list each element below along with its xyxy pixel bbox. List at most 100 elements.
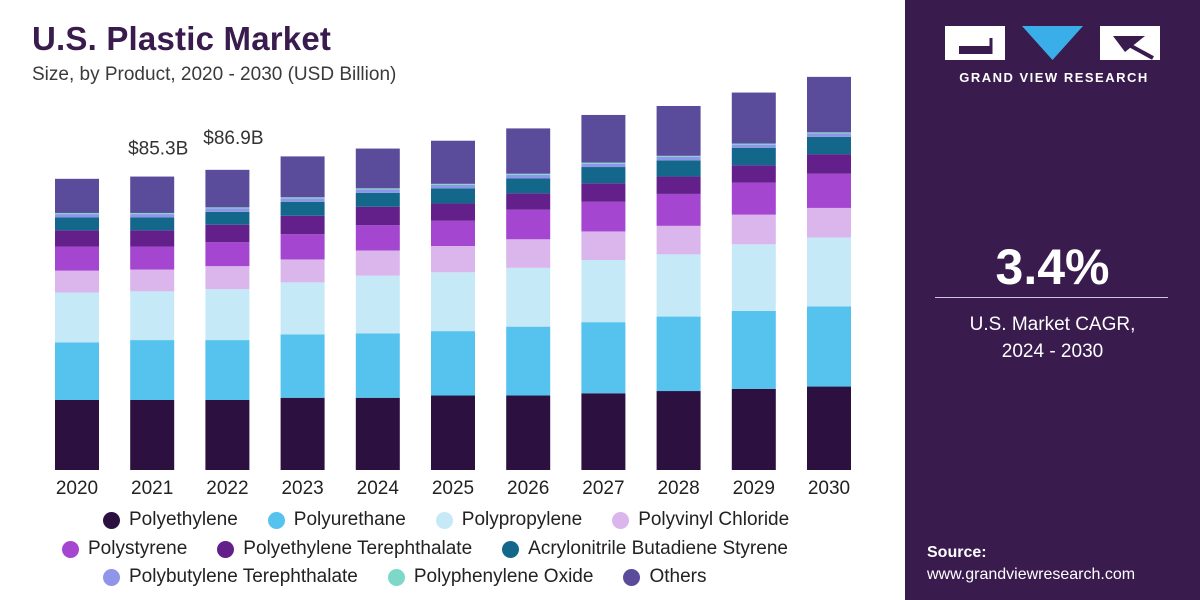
bar-segment-polystyrene	[581, 201, 626, 232]
bar-segment-polyethylene	[506, 395, 551, 470]
x-tick-label: 2023	[281, 478, 323, 499]
legend-label: Acrylonitrile Butadiene Styrene	[528, 538, 788, 559]
legend-label: Polyurethane	[293, 509, 406, 530]
x-tick-label: 2021	[131, 478, 173, 499]
divider	[935, 297, 1168, 298]
legend-item: Polybutylene Terephthalate	[103, 566, 358, 588]
legend-swatch	[103, 511, 120, 529]
bar-segment-polyethylene-terephthalate	[431, 203, 475, 221]
legend-swatch	[217, 540, 235, 558]
bar-segment-polypropylene	[506, 267, 551, 327]
bar-segment-polystyrene	[431, 220, 475, 246]
stacked-bar-chart: 2020 2021 2022 2023 2024 2025 2026 2027 2028 2029…	[55, 76, 851, 499]
bar-segment-polyphenylene-oxide	[55, 212, 99, 215]
bar-segment-polybutylene-terephthalate	[130, 214, 175, 218]
bar-segment-polyvinyl-chloride	[431, 246, 475, 273]
legend-label: Polypropylene	[461, 509, 583, 530]
bar-segment-acrylonitrile-butadiene-styrene	[656, 160, 701, 177]
bar-segment-polyurethane	[656, 316, 701, 392]
bar-segment-polyurethane	[55, 342, 99, 400]
legend-item: Acrylonitrile Butadiene Styrene	[502, 538, 788, 560]
cagr-label-line1: U.S. Market CAGR,	[969, 314, 1136, 335]
bar-segment-polyurethane	[807, 306, 851, 387]
bar-segment-polystyrene	[731, 182, 776, 215]
bar-segment-polystyrene	[130, 246, 175, 270]
bar-segment-acrylonitrile-butadiene-styrene	[355, 192, 400, 207]
bar-segment-polyethylene-terephthalate	[581, 183, 626, 202]
bar-segment-polybutylene-terephthalate	[656, 156, 701, 161]
chart-panel: U.S. Plastic Market Size, by Product, 20…	[32, 20, 851, 588]
bar-segment-acrylonitrile-butadiene-styrene	[431, 188, 475, 204]
bar-segment-polyvinyl-chloride	[205, 266, 250, 290]
bar-segment-polyethylene-terephthalate	[205, 224, 250, 243]
bar-segment-polystyrene	[280, 234, 325, 260]
bar-segment-others	[431, 140, 475, 184]
bar-segment-polyethylene	[355, 397, 400, 470]
bar-segment-polybutylene-terephthalate	[506, 174, 551, 179]
bar-segment-polystyrene	[355, 225, 400, 251]
source-link[interactable]: www.grandviewresearch.com	[927, 566, 1136, 583]
bar-segment-polyurethane	[506, 326, 551, 396]
bar-segment-polyvinyl-chloride	[355, 250, 400, 276]
legend-item: Polystyrene	[62, 538, 187, 560]
bar-segment-others	[280, 156, 325, 198]
bar-segment-polyethylene-terephthalate	[807, 154, 851, 174]
chart-title: U.S. Plastic Market	[32, 20, 332, 57]
bar-segment-acrylonitrile-butadiene-styrene	[506, 178, 551, 194]
cagr-value: 3.4%	[995, 239, 1110, 295]
bar-segment-polyphenylene-oxide	[506, 173, 551, 175]
bar-segment-polyethylene-terephthalate	[55, 230, 99, 247]
x-tick-label: 2030	[808, 478, 850, 499]
legend-swatch	[435, 511, 453, 529]
legend-label: Polybutylene Terephthalate	[129, 566, 358, 587]
legend-item: Polypropylene	[435, 509, 583, 531]
bar-segment-polyethylene	[431, 395, 475, 470]
bar-segment-polyphenylene-oxide	[731, 143, 776, 145]
bar-segment-polypropylene	[205, 289, 250, 341]
x-tick-label: 2020	[56, 478, 98, 499]
cagr-label: U.S. Market CAGR, 2024 - 2030	[905, 311, 1200, 365]
bar-segment-polystyrene	[506, 209, 551, 240]
bar-segment-polyphenylene-oxide	[280, 197, 325, 199]
bar-segment-polyethylene	[731, 388, 776, 470]
legend-swatch	[387, 568, 405, 586]
x-tick-label: 2027	[582, 478, 624, 499]
bar-segment-polypropylene	[280, 282, 325, 335]
legend-swatch	[623, 568, 641, 586]
bar-segment-polyurethane	[280, 334, 325, 398]
bar-segment-polyurethane	[205, 340, 250, 400]
bar-segment-polybutylene-terephthalate	[355, 189, 400, 193]
bar-segment-polyethylene	[205, 400, 250, 470]
legend-label: Polyphenylene Oxide	[413, 566, 594, 587]
bar-segment-polyethylene-terephthalate	[731, 165, 776, 183]
bar-segment-acrylonitrile-butadiene-styrene	[581, 167, 626, 184]
bar-segment-polyphenylene-oxide	[205, 207, 250, 209]
bar-segment-polyphenylene-oxide	[656, 155, 701, 157]
bar-segment-others	[581, 114, 626, 163]
x-tick-label: 2028	[657, 478, 699, 499]
bar-segment-polyphenylene-oxide	[130, 212, 175, 215]
grand-view-research-logo	[945, 26, 1160, 60]
bar-segment-polyethylene	[55, 400, 99, 470]
bar-segment-polypropylene	[431, 272, 475, 332]
bar-segment-polyphenylene-oxide	[807, 132, 851, 134]
bar-segment-polyvinyl-chloride	[506, 239, 551, 268]
bar-segment-acrylonitrile-butadiene-styrene	[731, 148, 776, 166]
bar-segment-polypropylene	[55, 292, 99, 343]
bar-segment-others	[205, 169, 250, 208]
bar-segment-others	[731, 92, 776, 144]
bar-segment-polybutylene-terephthalate	[55, 214, 99, 218]
data-label: $85.3B	[128, 139, 188, 160]
bar-segment-polystyrene	[205, 242, 250, 267]
bar-segment-polystyrene	[656, 193, 701, 226]
legend-label: Others	[649, 566, 707, 587]
bar-segment-polypropylene	[731, 244, 776, 311]
bar-segment-acrylonitrile-butadiene-styrene	[55, 217, 99, 231]
bar-segment-polyethylene	[656, 391, 701, 470]
bar-segment-others	[807, 76, 851, 133]
legend-swatch	[612, 511, 630, 529]
legend-swatch	[267, 511, 285, 529]
bar-segment-polyvinyl-chloride	[130, 269, 175, 292]
x-tick-label: 2026	[507, 478, 549, 499]
bar-segment-others	[506, 128, 551, 174]
